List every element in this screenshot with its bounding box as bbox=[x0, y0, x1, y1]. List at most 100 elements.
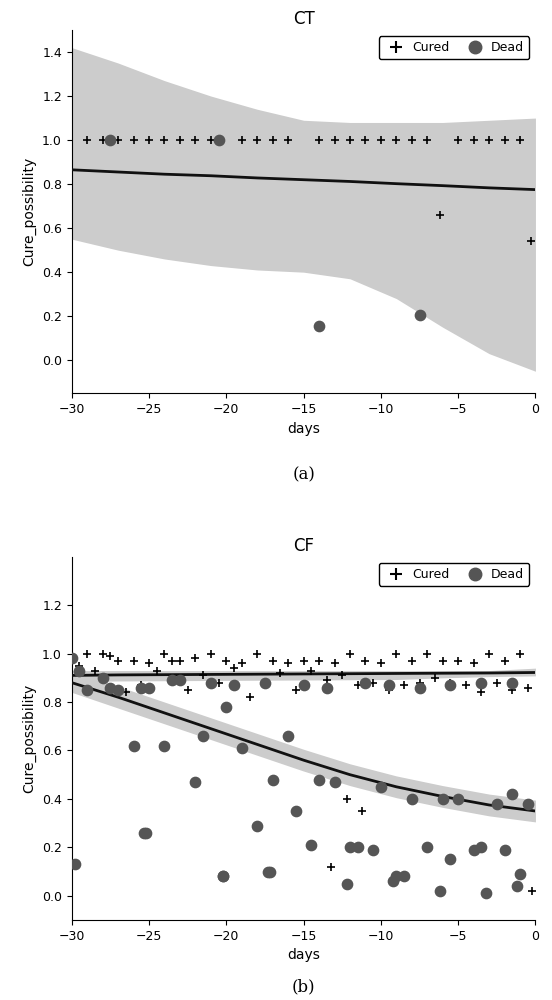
Point bbox=[168, 653, 177, 669]
Point bbox=[160, 646, 169, 662]
Point bbox=[315, 132, 323, 148]
Point bbox=[245, 689, 254, 705]
Point bbox=[219, 868, 227, 884]
Point bbox=[384, 682, 393, 698]
Point bbox=[512, 878, 521, 894]
Title: CT: CT bbox=[293, 10, 315, 28]
Point bbox=[446, 851, 455, 867]
Point bbox=[454, 132, 463, 148]
Point bbox=[469, 655, 478, 671]
Point bbox=[199, 667, 208, 683]
Point bbox=[376, 655, 385, 671]
Point bbox=[307, 837, 316, 853]
Point bbox=[98, 646, 107, 662]
Point bbox=[237, 655, 246, 671]
Point bbox=[129, 653, 138, 669]
Point bbox=[361, 132, 370, 148]
Point bbox=[315, 772, 323, 788]
Point bbox=[500, 842, 509, 858]
Point bbox=[98, 132, 107, 148]
Point bbox=[330, 655, 339, 671]
Point bbox=[508, 786, 517, 802]
Point bbox=[423, 646, 432, 662]
Point bbox=[369, 675, 378, 691]
Point bbox=[322, 672, 331, 688]
Point bbox=[330, 774, 339, 790]
Title: CF: CF bbox=[293, 537, 314, 555]
Point bbox=[415, 307, 424, 323]
Point bbox=[516, 866, 524, 882]
Point bbox=[516, 646, 524, 662]
Point bbox=[361, 653, 370, 669]
Point bbox=[230, 660, 238, 676]
Point bbox=[342, 876, 351, 892]
Point bbox=[415, 675, 424, 691]
Point bbox=[400, 868, 408, 884]
Point bbox=[342, 791, 351, 807]
Point bbox=[75, 663, 84, 679]
Point bbox=[106, 648, 115, 664]
Point bbox=[423, 839, 432, 855]
Point bbox=[261, 675, 269, 691]
Point bbox=[145, 132, 153, 148]
Point bbox=[508, 682, 517, 698]
Point bbox=[353, 677, 362, 693]
Point bbox=[327, 859, 336, 875]
Point bbox=[214, 675, 223, 691]
Point bbox=[407, 653, 416, 669]
Y-axis label: Cure_possibility: Cure_possibility bbox=[22, 684, 36, 793]
Point bbox=[358, 803, 367, 819]
Point bbox=[361, 675, 370, 691]
Point bbox=[423, 132, 432, 148]
Point bbox=[129, 738, 138, 754]
Point bbox=[446, 677, 455, 693]
Point bbox=[214, 132, 223, 148]
Point bbox=[407, 132, 416, 148]
Point bbox=[222, 653, 231, 669]
Point bbox=[461, 677, 470, 693]
Point bbox=[176, 132, 184, 148]
Point bbox=[268, 772, 277, 788]
Point bbox=[160, 738, 169, 754]
Point bbox=[206, 646, 215, 662]
Point bbox=[83, 682, 92, 698]
Point bbox=[485, 646, 493, 662]
Point bbox=[384, 677, 393, 693]
Point bbox=[346, 132, 354, 148]
Point bbox=[121, 684, 130, 700]
Point bbox=[253, 646, 262, 662]
Point bbox=[152, 663, 161, 679]
Point bbox=[106, 132, 115, 148]
Point bbox=[500, 653, 509, 669]
Point bbox=[376, 779, 385, 795]
Point bbox=[299, 677, 308, 693]
Point bbox=[492, 796, 501, 812]
Point bbox=[114, 653, 123, 669]
Point bbox=[485, 132, 493, 148]
Point bbox=[168, 672, 177, 688]
Point bbox=[400, 677, 408, 693]
Point bbox=[67, 653, 76, 669]
Point bbox=[389, 873, 397, 889]
Point bbox=[415, 680, 424, 696]
Point bbox=[114, 682, 123, 698]
Point bbox=[83, 132, 92, 148]
Point bbox=[392, 868, 401, 884]
Point bbox=[307, 663, 316, 679]
Point bbox=[454, 653, 463, 669]
Text: (b): (b) bbox=[292, 978, 315, 995]
Point bbox=[253, 818, 262, 834]
Point bbox=[291, 803, 300, 819]
Point bbox=[253, 132, 262, 148]
Point bbox=[523, 796, 532, 812]
Point bbox=[106, 680, 115, 696]
Point bbox=[140, 825, 149, 841]
Point bbox=[315, 318, 323, 334]
Point bbox=[222, 699, 231, 715]
Point bbox=[407, 791, 416, 807]
Point bbox=[206, 675, 215, 691]
Point bbox=[322, 680, 331, 696]
Point bbox=[206, 132, 215, 148]
Point bbox=[141, 825, 150, 841]
Point bbox=[392, 132, 401, 148]
